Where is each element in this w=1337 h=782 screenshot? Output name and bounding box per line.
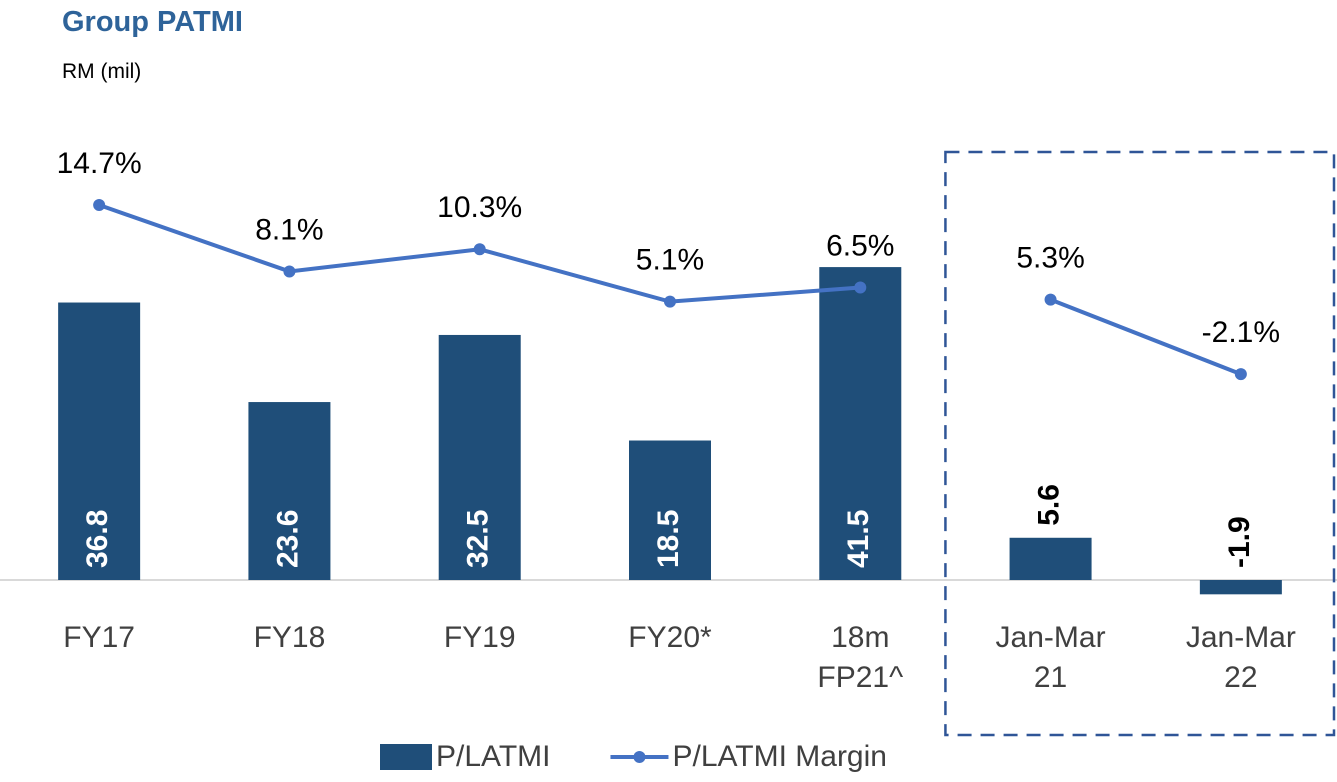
legend-label: P/LATMI — [436, 740, 550, 773]
bar-value-label: 41.5 — [842, 510, 875, 568]
line-marker — [854, 281, 867, 294]
x-tick-label: FY19 — [443, 621, 516, 654]
line-value-label: 14.7% — [57, 147, 142, 180]
chart-subtitle: RM (mil) — [62, 60, 142, 83]
highlight-box — [944, 150, 1336, 737]
line-marker — [473, 243, 486, 256]
legend-label: P/LATMI Margin — [672, 740, 887, 773]
legend-swatch — [380, 744, 432, 770]
bar-value-label: 36.8 — [81, 510, 114, 568]
bar-value-label: -1.9 — [1223, 516, 1256, 568]
line-marker — [283, 265, 296, 278]
bar-value-label: 32.5 — [462, 510, 495, 568]
bar — [1199, 580, 1282, 595]
line — [1049, 297, 1242, 376]
bar — [248, 402, 331, 580]
bar-value-label: 23.6 — [271, 510, 304, 568]
chart-title: Group PATMI — [62, 6, 243, 38]
bar — [1009, 537, 1092, 580]
line-value-label: 6.5% — [826, 229, 894, 262]
line-marker — [93, 199, 106, 212]
bar — [819, 267, 902, 580]
legend-swatch — [633, 751, 646, 763]
bar — [629, 440, 711, 580]
x-tick-label: FY17 — [63, 621, 135, 654]
line-marker — [1234, 368, 1247, 381]
x-tick-label: FY20* — [628, 621, 712, 654]
line-value-label: 5.3% — [1016, 242, 1084, 275]
x-tick-label: Jan-Mar 22 — [1185, 621, 1296, 694]
x-tick-label: FY18 — [253, 621, 326, 654]
line-value-label: 5.1% — [636, 244, 704, 277]
x-tick-label: Jan-Mar 21 — [995, 621, 1106, 694]
bar — [58, 302, 141, 580]
line-value-label: -2.1% — [1202, 316, 1280, 349]
bar-value-label: 18.5 — [652, 510, 685, 568]
line-value-label: 10.3% — [437, 191, 522, 224]
line-marker — [1044, 293, 1057, 306]
bar — [438, 334, 521, 580]
bar-value-label: 5.6 — [1032, 484, 1065, 526]
line-value-label: 8.1% — [255, 213, 323, 246]
line-marker — [664, 295, 676, 308]
x-tick-label: 18m FP21^ — [817, 621, 904, 694]
